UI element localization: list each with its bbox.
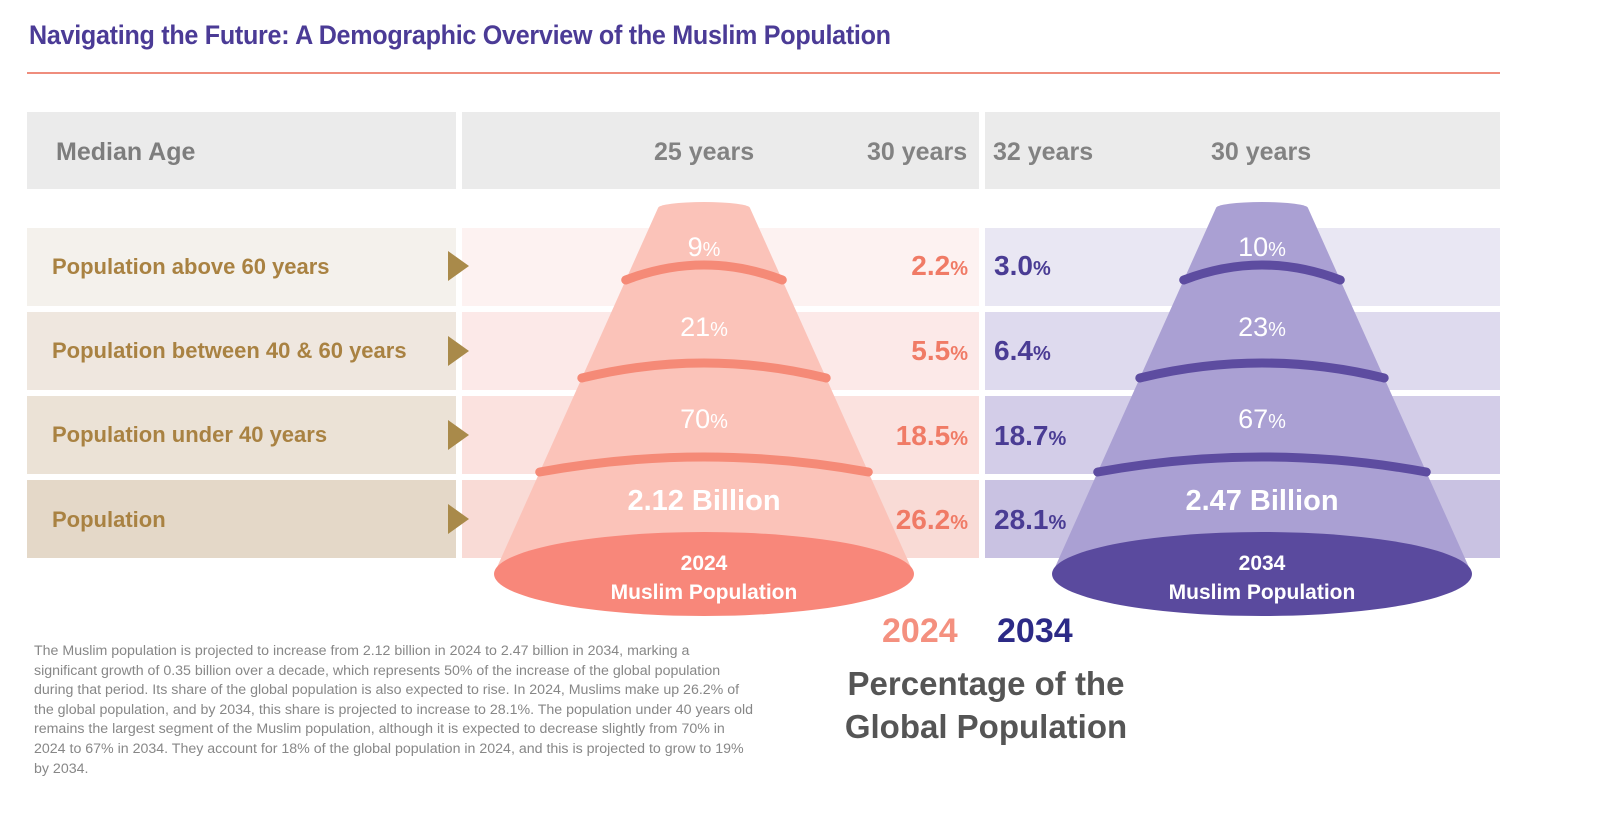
cone-top bbox=[1216, 202, 1308, 214]
cone-2034: 10% 23% 67% 2.47 Billion 2034 Muslim Populati… bbox=[1052, 202, 1472, 616]
cone-segment-value: 70% bbox=[680, 404, 728, 434]
legend-caption-line2: Global Population bbox=[844, 708, 1128, 745]
cone-base bbox=[1052, 532, 1472, 616]
legend-caption: Percentage of the Global Population bbox=[780, 662, 1192, 748]
header-band-middle bbox=[462, 112, 979, 189]
global-share-2024-value: 2.2% bbox=[911, 250, 968, 281]
row-label: Population above 60 years bbox=[52, 254, 330, 279]
title-divider bbox=[27, 72, 1500, 74]
cone-body bbox=[1052, 208, 1472, 574]
cone-body bbox=[494, 208, 914, 574]
page-title: Navigating the Future: A Demographic Ove… bbox=[29, 20, 891, 50]
description-text: The Muslim population is projected to in… bbox=[34, 643, 754, 777]
row-arrow-icon bbox=[448, 504, 469, 534]
median-age-global-2024: 30 years bbox=[867, 138, 968, 166]
row-arrow-icon bbox=[448, 251, 469, 281]
global-share-2024-value: 26.2% bbox=[895, 504, 968, 535]
legend-year-2024: 2024 bbox=[882, 612, 958, 650]
cone-segment-value: 21% bbox=[680, 312, 728, 342]
row-label: Population bbox=[52, 507, 166, 532]
row-label: Population between 40 & 60 years bbox=[52, 338, 407, 363]
cone-year-label: 2024 bbox=[681, 552, 728, 575]
legend-year-2034: 2034 bbox=[997, 612, 1073, 650]
legend-caption-line1: Percentage of the bbox=[847, 665, 1125, 702]
cone-band bbox=[1135, 358, 1389, 383]
row-band-left bbox=[27, 480, 456, 558]
median-age-global-2034: 32 years bbox=[993, 138, 1094, 166]
row-band-left bbox=[27, 312, 456, 390]
cone-segment-value: 23% bbox=[1238, 312, 1286, 342]
global-share-2034-value: 18.7% bbox=[994, 420, 1067, 451]
cone-total-value: 2.47 Billion bbox=[1185, 485, 1338, 517]
cone-segment-value: 9% bbox=[688, 232, 721, 262]
global-share-2034-value: 6.4% bbox=[994, 335, 1051, 366]
cone-band bbox=[535, 452, 873, 477]
cone-caption-label: Muslim Population bbox=[611, 581, 798, 604]
global-share-2034-value: 3.0% bbox=[994, 250, 1051, 281]
cone-band bbox=[621, 260, 787, 285]
cone-top bbox=[658, 202, 750, 214]
row-band-left bbox=[27, 228, 456, 306]
row-arrow-icon bbox=[448, 420, 469, 450]
row-arrow-icon bbox=[448, 336, 469, 366]
global-share-2034-value: 28.1% bbox=[994, 504, 1067, 535]
header-band-left bbox=[27, 112, 456, 189]
cone-band bbox=[1093, 452, 1431, 477]
global-share-2024-value: 18.5% bbox=[895, 420, 968, 451]
cone-band bbox=[1179, 260, 1345, 285]
cone-band bbox=[577, 358, 831, 383]
cone-year-label: 2034 bbox=[1239, 552, 1286, 575]
cone-caption-label: Muslim Population bbox=[1169, 581, 1356, 604]
median-age-label: Median Age bbox=[56, 138, 196, 166]
cone-base bbox=[494, 532, 914, 616]
header-band-right bbox=[985, 112, 1500, 189]
row-band-left bbox=[27, 396, 456, 474]
cone-total-value: 2.12 Billion bbox=[627, 485, 780, 517]
median-age-muslim-2024: 25 years bbox=[654, 138, 755, 166]
median-age-muslim-2034: 30 years bbox=[1211, 138, 1312, 166]
global-share-2024-value: 5.5% bbox=[911, 335, 968, 366]
cone-2024: 9% 21% 70% 2.12 Billion 2024 Muslim Populatio… bbox=[494, 202, 914, 616]
row-label: Population under 40 years bbox=[52, 422, 328, 447]
cone-segment-value: 67% bbox=[1238, 404, 1286, 434]
cone-segment-value: 10% bbox=[1238, 232, 1286, 262]
